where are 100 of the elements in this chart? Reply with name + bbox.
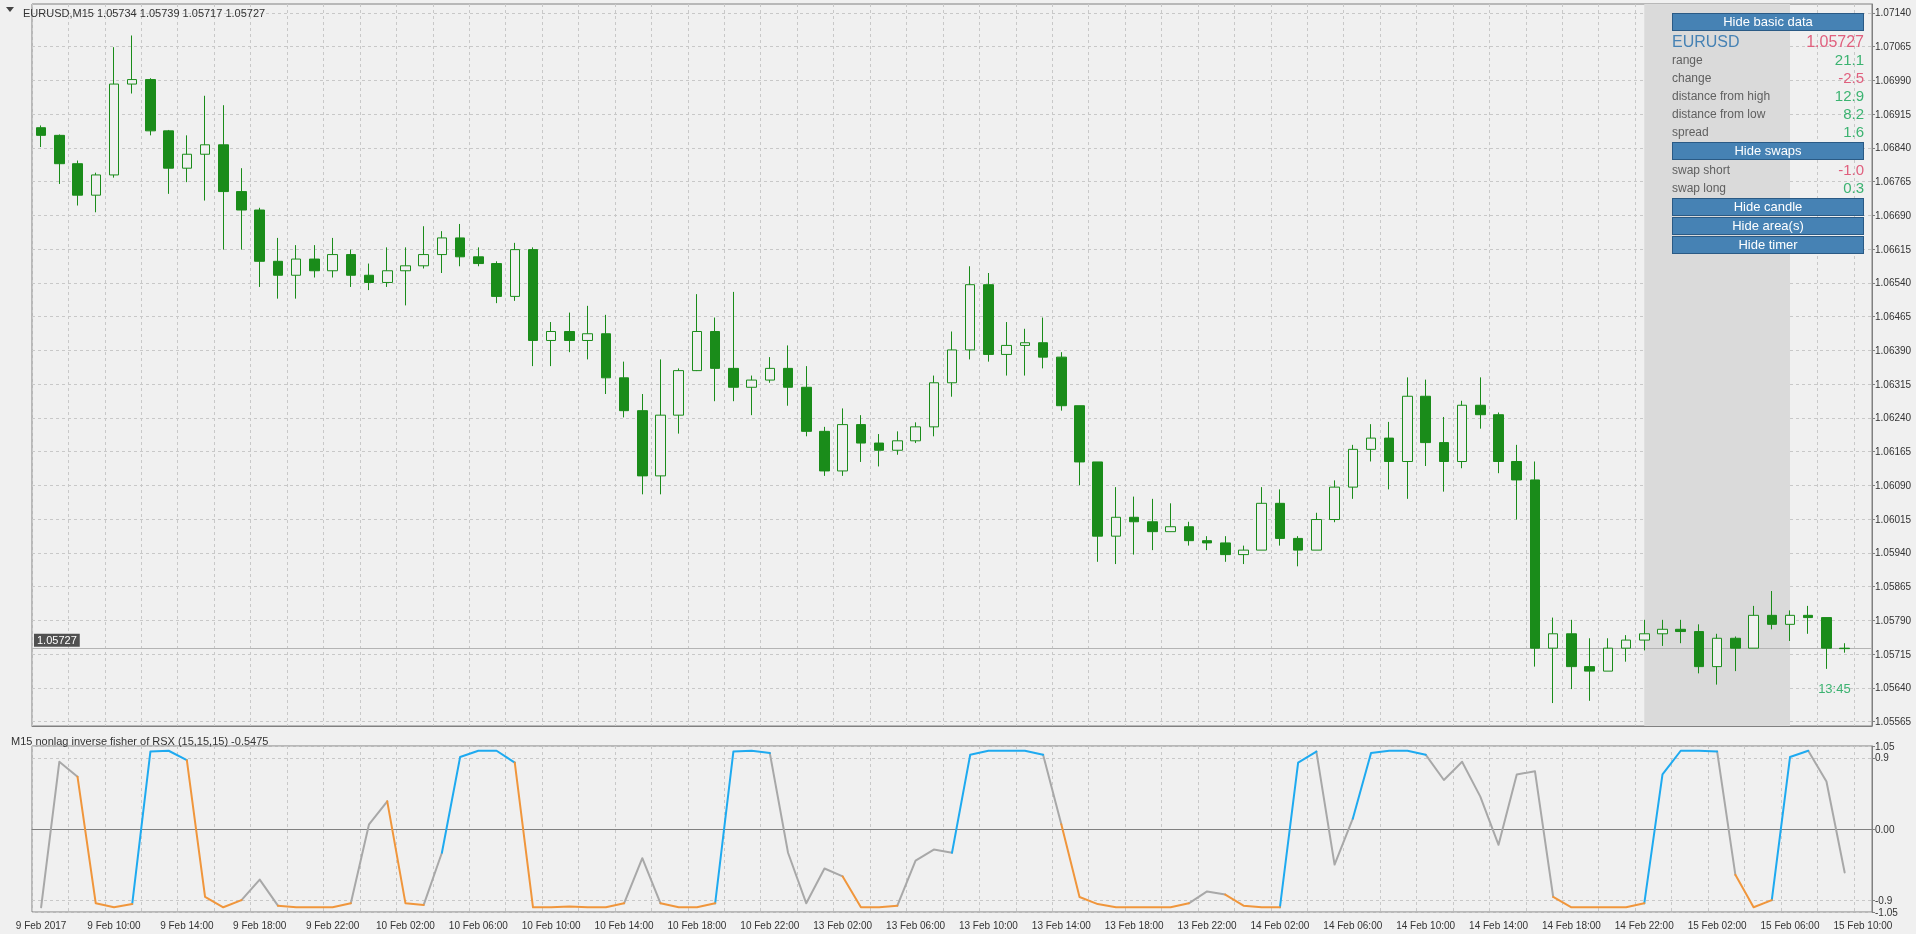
y-tick-label: 1.05865 [1875,581,1912,593]
x-tick-label: 9 Feb 18:00 [233,919,287,931]
annotation: 12.9 [1834,87,1864,105]
x-tick-label: 10 Feb 18:00 [667,919,727,931]
candlestick [364,263,374,291]
y-tick-label: 1.06540 [1875,277,1912,289]
x-tick-label: 14 Feb 06:00 [1323,919,1383,931]
candlestick [1639,619,1650,651]
annotation: distance from high [1672,88,1771,105]
annotation: -2.5 [1838,69,1864,87]
x-tick-label: 13 Feb 22:00 [1177,919,1237,931]
x-tick-label: 14 Feb 22:00 [1614,919,1675,931]
candlestick [1366,423,1376,462]
candlestick [528,246,538,367]
y-tick-label: 0.00 [1875,823,1895,835]
candlestick [327,237,338,279]
candlestick [236,167,247,251]
annotation: 21.1 [1834,51,1864,69]
candlestick [127,34,137,95]
candlestick [72,160,83,207]
x-tick-label: 14 Feb 14:00 [1469,919,1529,931]
candlestick [145,77,156,136]
candlestick [1293,535,1303,567]
candlestick [1038,317,1048,369]
candlestick [929,375,939,437]
candlestick [874,433,884,467]
x-tick-label: 10 Feb 14:00 [594,919,654,931]
annotation: 1.6 [1843,123,1864,141]
candlestick [1402,376,1413,500]
candlestick [564,312,575,353]
candlestick [655,358,666,495]
x-tick-label: 9 Feb 22:00 [305,919,360,931]
candlestick [346,249,356,288]
y-tick-label: 1.07140 [1875,7,1912,19]
x-tick-label: 13 Feb 14:00 [1031,919,1092,931]
candlestick [1621,634,1631,663]
candlestick [1092,461,1103,563]
candlestick [910,421,921,444]
candlestick [1803,605,1813,635]
annotation: 13:45 [1818,681,1851,697]
candlestick [965,265,975,360]
candlestick [1220,535,1231,563]
candlestick [1165,502,1176,533]
candlestick [163,129,174,195]
candlestick [1657,619,1668,647]
candlestick [1748,605,1759,649]
candlestick [892,430,903,456]
candlestick [1074,405,1085,486]
x-tick-label: 13 Feb 06:00 [886,919,946,931]
candlestick [273,237,283,300]
candlestick [1147,498,1158,551]
candlestick [1767,590,1777,630]
annotation: 8.2 [1843,105,1864,123]
x-tick-label: 9 Feb 2017 [15,919,67,931]
annotation: range [1672,52,1703,69]
candlestick [728,291,739,402]
candlestick [1001,321,1012,377]
y-tick-label: -1.05 [1875,906,1899,918]
y-tick-label: 1.06240 [1875,412,1912,424]
candlestick [510,242,520,302]
x-tick-label: 10 Feb 10:00 [521,919,582,931]
candlestick [418,225,429,270]
x-tick-label: 14 Feb 10:00 [1396,919,1456,931]
y-tick-label: 1.06465 [1875,311,1912,323]
x-tick-label: 14 Feb 02:00 [1250,919,1310,931]
candlestick [1785,609,1795,642]
candlestick [619,361,629,418]
candlestick [254,207,265,288]
candlestick [1566,619,1577,690]
x-tick-label: 10 Feb 02:00 [376,919,436,931]
candlestick [582,305,593,360]
candlestick [783,344,793,407]
y-tick-label: 0.9 [1875,752,1890,764]
candlestick [765,356,775,384]
y-tick-label: 1.06990 [1875,74,1912,86]
x-tick-label: 9 Feb 14:00 [160,919,214,931]
candlestick [382,246,393,288]
y-tick-label: 1.05940 [1875,547,1912,559]
x-tick-label: 15 Feb 02:00 [1687,919,1748,931]
candlestick [1530,460,1540,668]
candlestick [1694,623,1704,674]
y-tick-label: 1.06765 [1875,176,1912,188]
candlestick [200,95,210,202]
ref-line-label: 1.05727 [37,634,77,647]
toggle-button: Hide timer [1672,236,1864,254]
candlestick [1384,421,1394,490]
y-tick-label: -0.9 [1875,894,1893,906]
y-tick-label: 1.06090 [1875,479,1912,491]
candlestick [1493,411,1504,474]
annotation: change [1672,70,1712,87]
candlestick [1129,496,1139,556]
annotation: -1.0 [1838,161,1864,179]
candlestick [36,124,46,148]
candlestick [1730,635,1741,672]
candlestick [291,244,301,300]
candlestick [947,330,957,398]
y-tick-label: 1.05640 [1875,682,1912,694]
annotation: 0.3 [1843,179,1864,197]
candlestick [1475,376,1486,430]
candlestick [1184,521,1194,547]
